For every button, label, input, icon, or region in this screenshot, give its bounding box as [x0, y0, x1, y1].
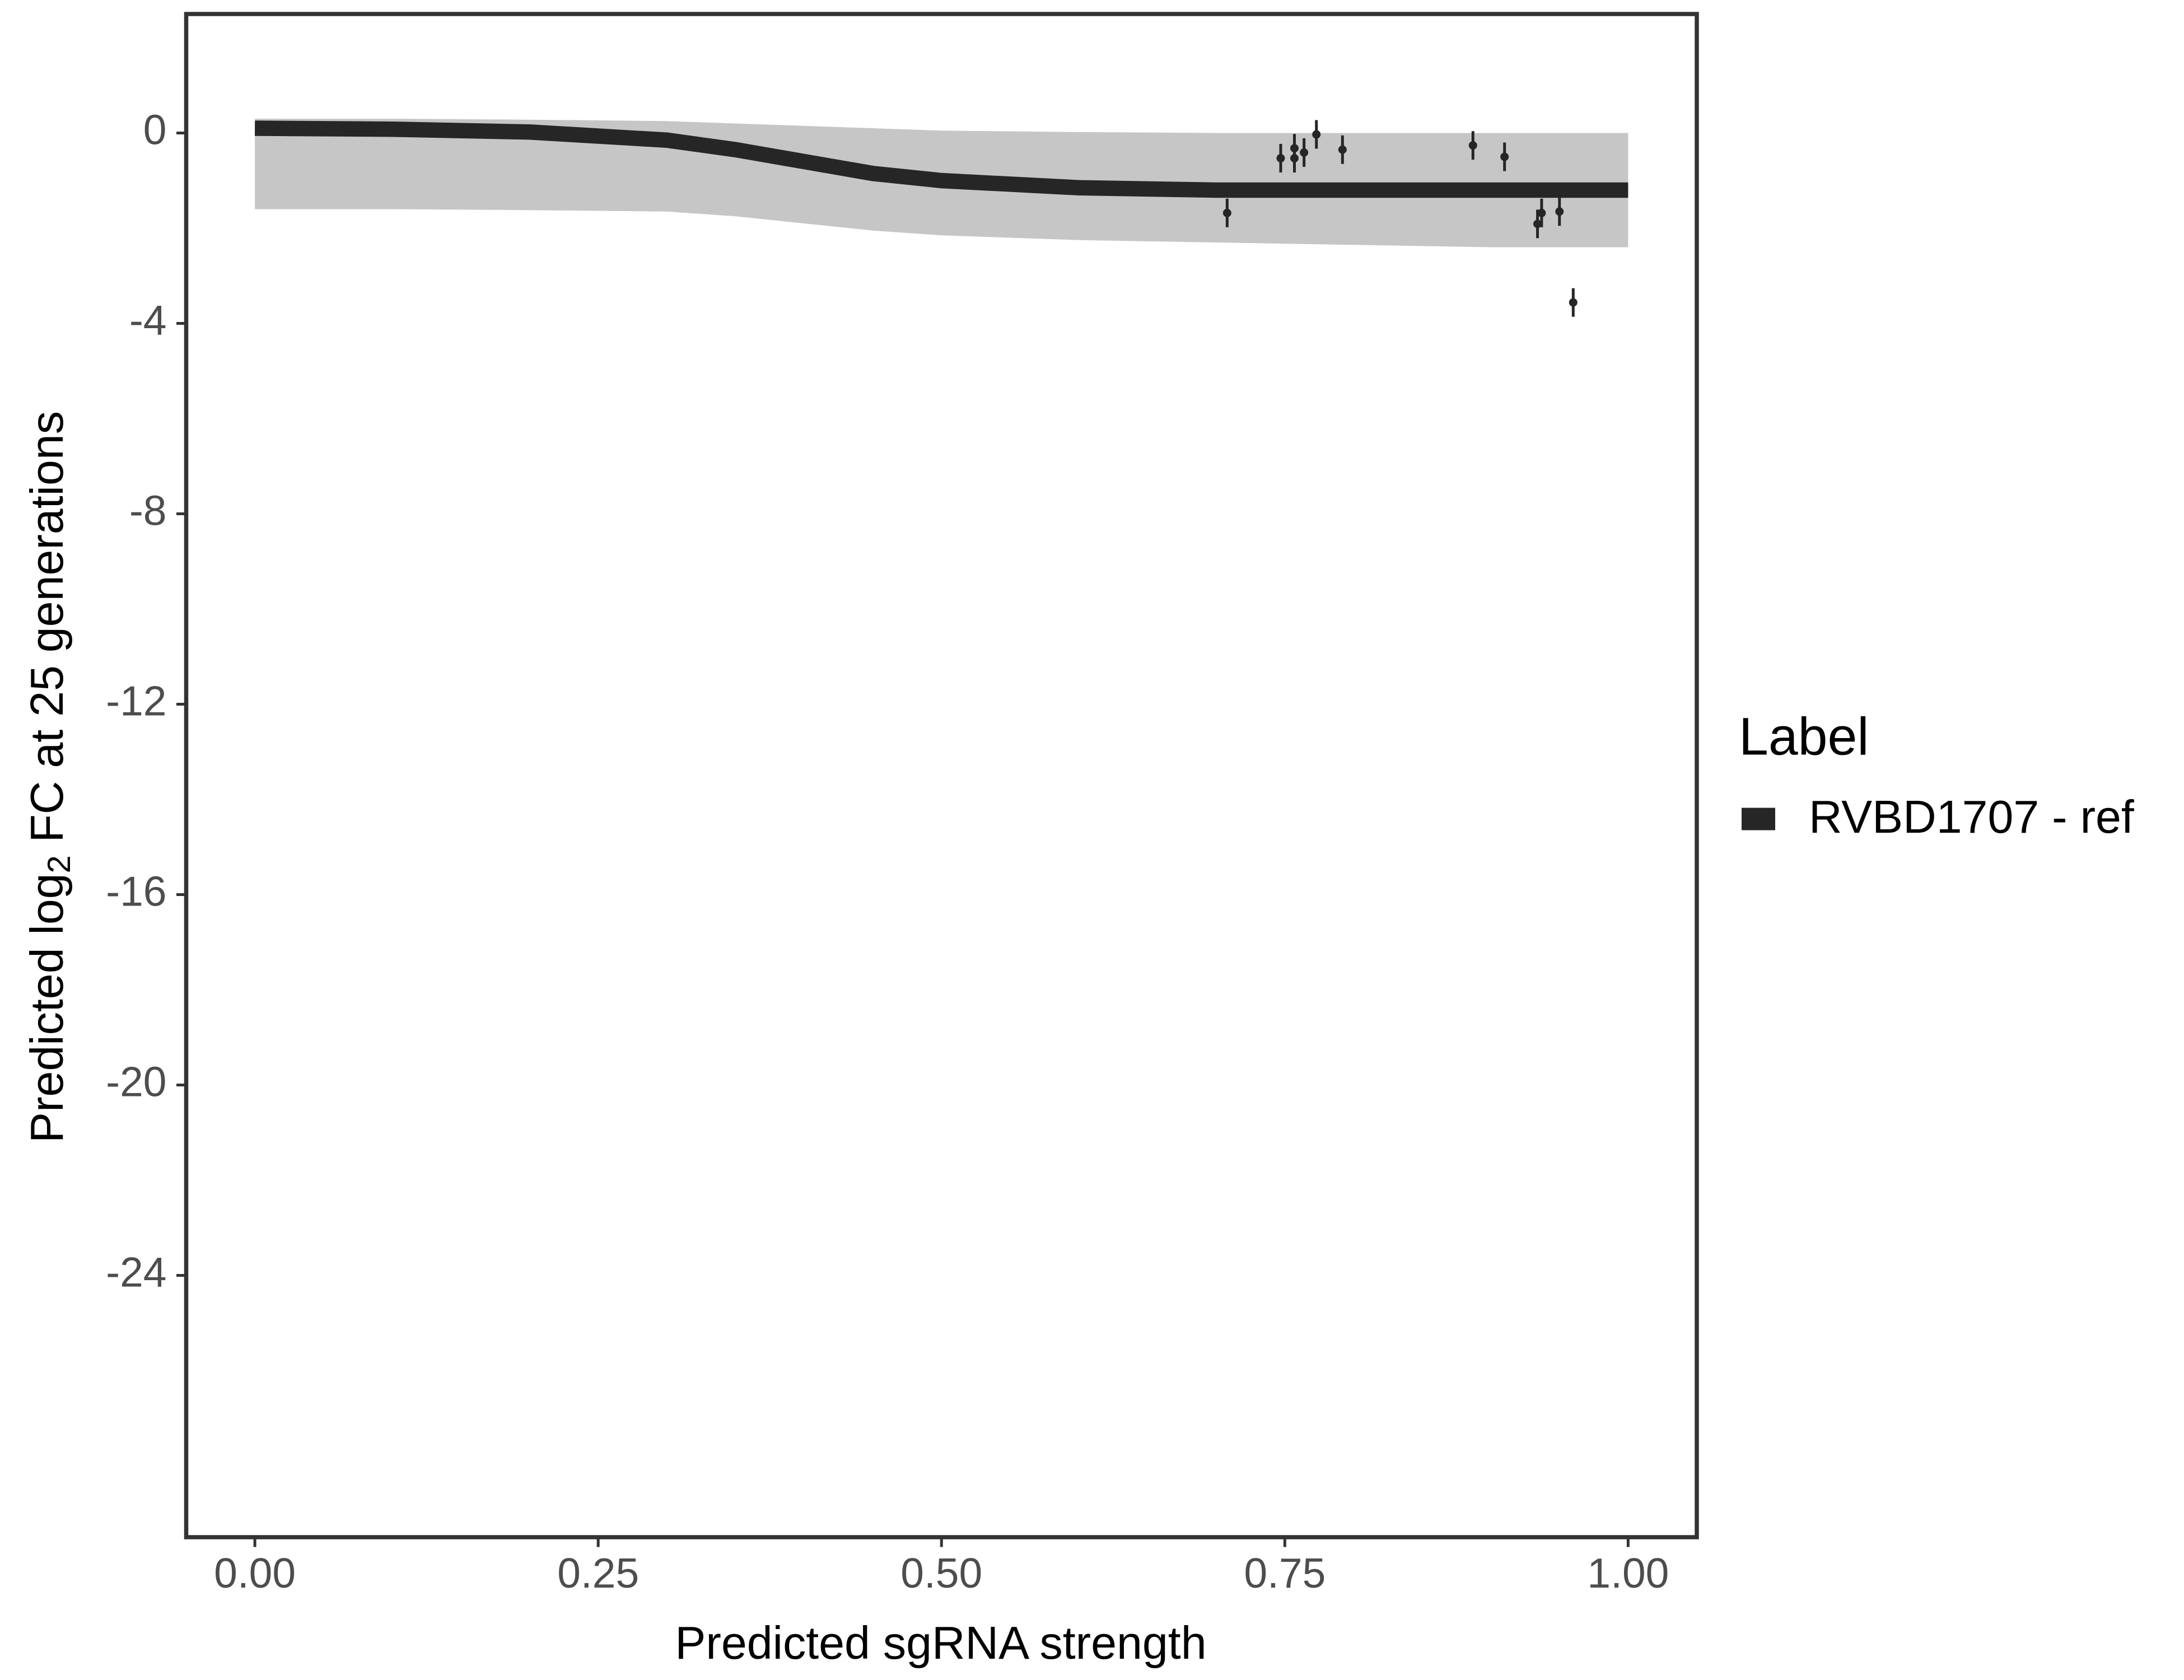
- data-point: [1468, 141, 1477, 150]
- y-title-sub: 2: [41, 855, 77, 873]
- fit-line: [255, 120, 1628, 198]
- x-tick-label: 0.75: [1244, 1550, 1326, 1597]
- y-tick-label: -16: [106, 867, 166, 914]
- data-point: [1533, 220, 1542, 228]
- data-point: [1300, 148, 1309, 157]
- data-point: [1569, 298, 1578, 307]
- legend-label: RVBD1707 - ref: [1809, 791, 2135, 843]
- y-title-prefix: Predicted log: [21, 873, 73, 1143]
- y-tick-label: -8: [129, 487, 167, 534]
- legend-title: Label: [1739, 707, 1869, 767]
- x-axis-title: Predicted sgRNA strength: [675, 1617, 1206, 1669]
- data-point: [1338, 145, 1347, 154]
- x-tick-label: 1.00: [1587, 1550, 1669, 1597]
- data-point: [1276, 154, 1285, 163]
- legend-key: [1742, 808, 1775, 830]
- y-title-suffix: FC at 25 generations: [21, 411, 73, 855]
- x-tick-label: 0.25: [557, 1550, 639, 1597]
- data-point: [1312, 130, 1321, 139]
- y-tick-label: -4: [129, 296, 167, 343]
- panel-border: [184, 12, 1699, 1539]
- y-tick-label: -20: [106, 1058, 166, 1105]
- data-point: [1500, 152, 1509, 161]
- y-tick-label: 0: [143, 106, 167, 153]
- x-tick-label: 0.00: [214, 1550, 296, 1597]
- y-tick-label: -12: [106, 677, 166, 724]
- y-axis-title: Predicted log2 FC at 25 generations: [21, 411, 77, 1143]
- data-point: [1290, 154, 1299, 163]
- data-point: [1555, 207, 1564, 216]
- data-point: [1222, 208, 1231, 217]
- x-tick-label: 0.50: [900, 1550, 982, 1597]
- y-tick-label: -24: [106, 1248, 166, 1295]
- data-point: [1537, 208, 1546, 217]
